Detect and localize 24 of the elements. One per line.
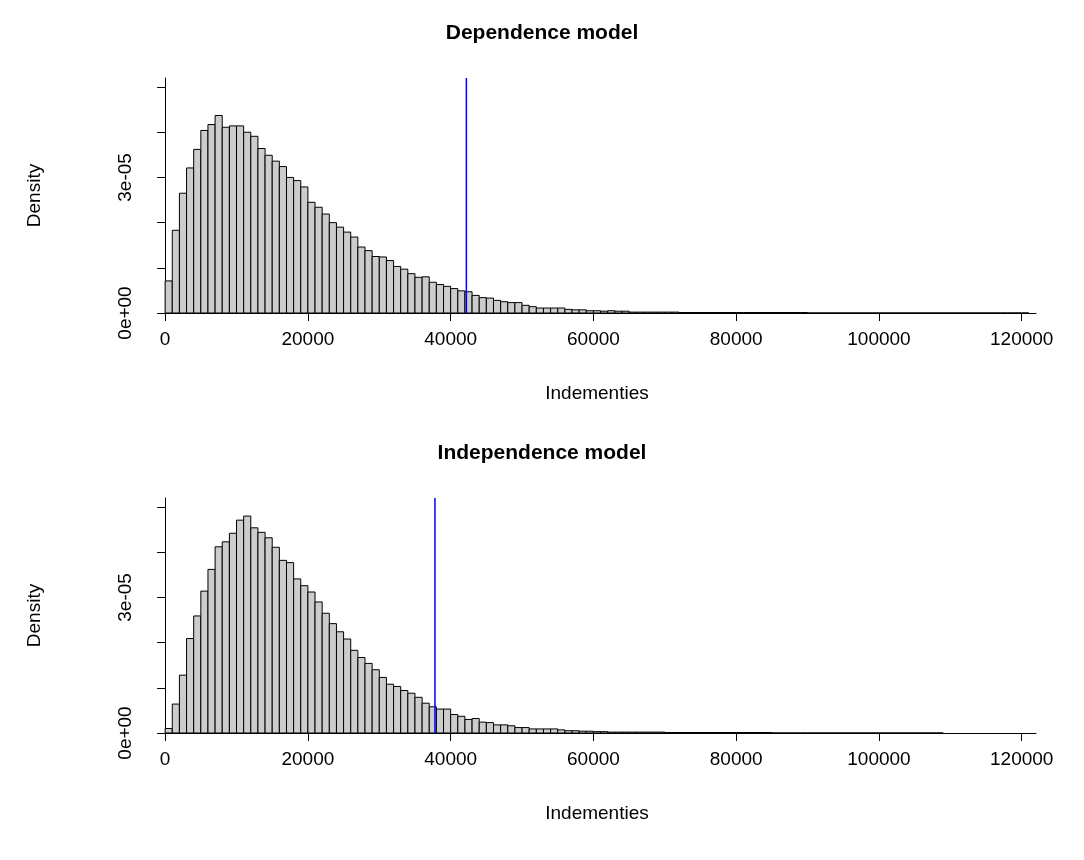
chart-title: Independence model: [437, 440, 647, 463]
y-tick-label: 3e-05: [114, 573, 135, 622]
x-tick-label: 120000: [990, 748, 1054, 769]
x-tick-label: 100000: [847, 328, 911, 349]
y-tick-label: 0e+00: [114, 286, 135, 340]
y-tick-label: 0e+00: [114, 706, 135, 760]
x-tick-label: 20000: [281, 748, 335, 769]
x-tick-label: 20000: [281, 328, 335, 349]
x-tick-label: 80000: [709, 328, 763, 349]
x-tick-label: 80000: [709, 748, 763, 769]
y-axis-title: Density: [23, 163, 44, 228]
x-tick-label: 40000: [424, 328, 478, 349]
x-tick-label: 60000: [567, 748, 620, 769]
y-tick-label: 3e-05: [114, 153, 135, 202]
x-tick-label: 40000: [424, 748, 478, 769]
x-tick-label: 0: [159, 328, 171, 349]
x-tick-label: 100000: [847, 748, 911, 769]
x-tick-label: 120000: [990, 328, 1054, 349]
y-axis-title: Density: [23, 583, 44, 648]
x-axis-title: Indementies: [545, 802, 649, 823]
x-axis-title: Indementies: [545, 382, 649, 403]
x-tick-label: 0: [159, 748, 171, 769]
chart-title: Dependence model: [445, 20, 639, 43]
x-tick-label: 60000: [567, 328, 620, 349]
